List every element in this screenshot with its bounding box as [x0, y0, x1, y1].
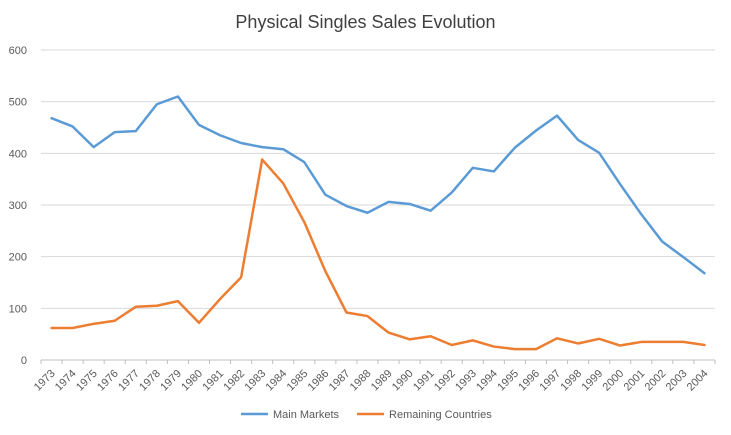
- x-tick-label: 1999: [579, 368, 605, 394]
- x-tick-label: 1979: [158, 368, 184, 394]
- x-tick-label: 1976: [95, 368, 121, 394]
- y-tick-label: 300: [9, 200, 27, 212]
- y-tick-label: 100: [9, 303, 27, 315]
- y-tick-label: 400: [9, 148, 27, 160]
- x-tick-label: 1991: [411, 368, 437, 394]
- x-tick-label: 1997: [537, 368, 563, 394]
- x-tick-label: 1989: [369, 368, 395, 394]
- x-tick-label: 2002: [643, 368, 669, 394]
- legend-label-1: Main Markets: [273, 409, 340, 421]
- x-tick-label: 1990: [390, 368, 416, 394]
- x-tick-label: 1977: [116, 368, 142, 394]
- x-tick-label: 1982: [221, 368, 247, 394]
- x-tick-label: 1992: [432, 368, 458, 394]
- x-tick-label: 2003: [664, 368, 690, 394]
- x-tick-label: 1978: [137, 368, 163, 394]
- series-line-1: [50, 95, 706, 275]
- y-axis-ticks: 0 100 200 300 400 500 600: [9, 45, 27, 367]
- x-tick-label: 1998: [558, 368, 584, 394]
- chart-title: Physical Singles Sales Evolution: [235, 12, 495, 32]
- x-tick-label: 1994: [474, 368, 500, 394]
- x-tick-label: 1988: [348, 368, 374, 394]
- grid-layer: [41, 49, 715, 361]
- x-tick-label: 1985: [285, 368, 311, 394]
- x-tick-label: 1993: [453, 368, 479, 394]
- legend: Main Markets Remaining Countries: [241, 409, 492, 421]
- series-line-2: [50, 158, 706, 351]
- x-tick-label: 1974: [53, 368, 79, 394]
- x-tick-label: 1973: [32, 368, 58, 394]
- x-tick-label: 1984: [264, 368, 290, 394]
- x-tick-label: 2004: [685, 368, 711, 394]
- x-tick-label: 1996: [516, 368, 542, 394]
- x-tick-label: 1983: [242, 368, 268, 394]
- x-tick-label: 1975: [74, 368, 100, 394]
- x-tick-label: 1986: [306, 368, 332, 394]
- series-layer: [50, 95, 706, 351]
- x-tick-label: 1995: [495, 368, 521, 394]
- y-tick-label: 0: [21, 355, 27, 367]
- x-tick-label: 2001: [622, 368, 648, 394]
- legend-label-2: Remaining Countries: [389, 409, 492, 421]
- x-tick-label: 2000: [601, 368, 627, 394]
- y-tick-label: 500: [9, 97, 27, 109]
- x-tick-label: 1980: [179, 368, 205, 394]
- x-axis-ticks: 1973197419751976197719781979198019811982…: [32, 360, 716, 394]
- y-tick-label: 600: [9, 45, 27, 57]
- x-tick-label: 1981: [200, 368, 226, 394]
- x-tick-label: 1987: [327, 368, 353, 394]
- y-tick-label: 200: [9, 252, 27, 264]
